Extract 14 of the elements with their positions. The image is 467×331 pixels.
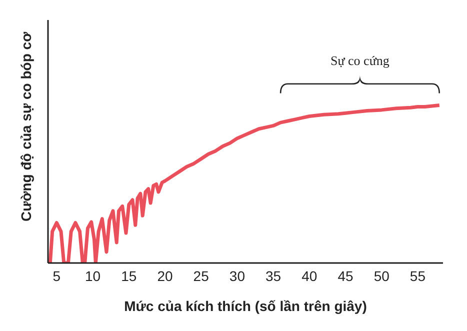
x-tick-label: 10 (84, 268, 101, 284)
x-tick-label: 40 (302, 268, 318, 284)
x-tick-label: 35 (266, 268, 282, 284)
x-tick-label: 55 (410, 268, 426, 284)
x-tick-label: 50 (374, 268, 390, 284)
x-tick-label: 5 (52, 268, 61, 284)
x-tick-label: 20 (157, 268, 173, 284)
x-axis-title: Mức của kích thích (số lần trên giây) (124, 298, 367, 314)
y-axis-title: Cường độ của sự co bóp cơ (18, 32, 34, 222)
x-tick-label: 30 (229, 268, 246, 284)
x-tick-label: 15 (121, 268, 137, 284)
x-tick-label: 45 (338, 268, 354, 284)
annotation: Sự co cứng (330, 53, 390, 68)
x-tick-label: 25 (193, 268, 210, 284)
